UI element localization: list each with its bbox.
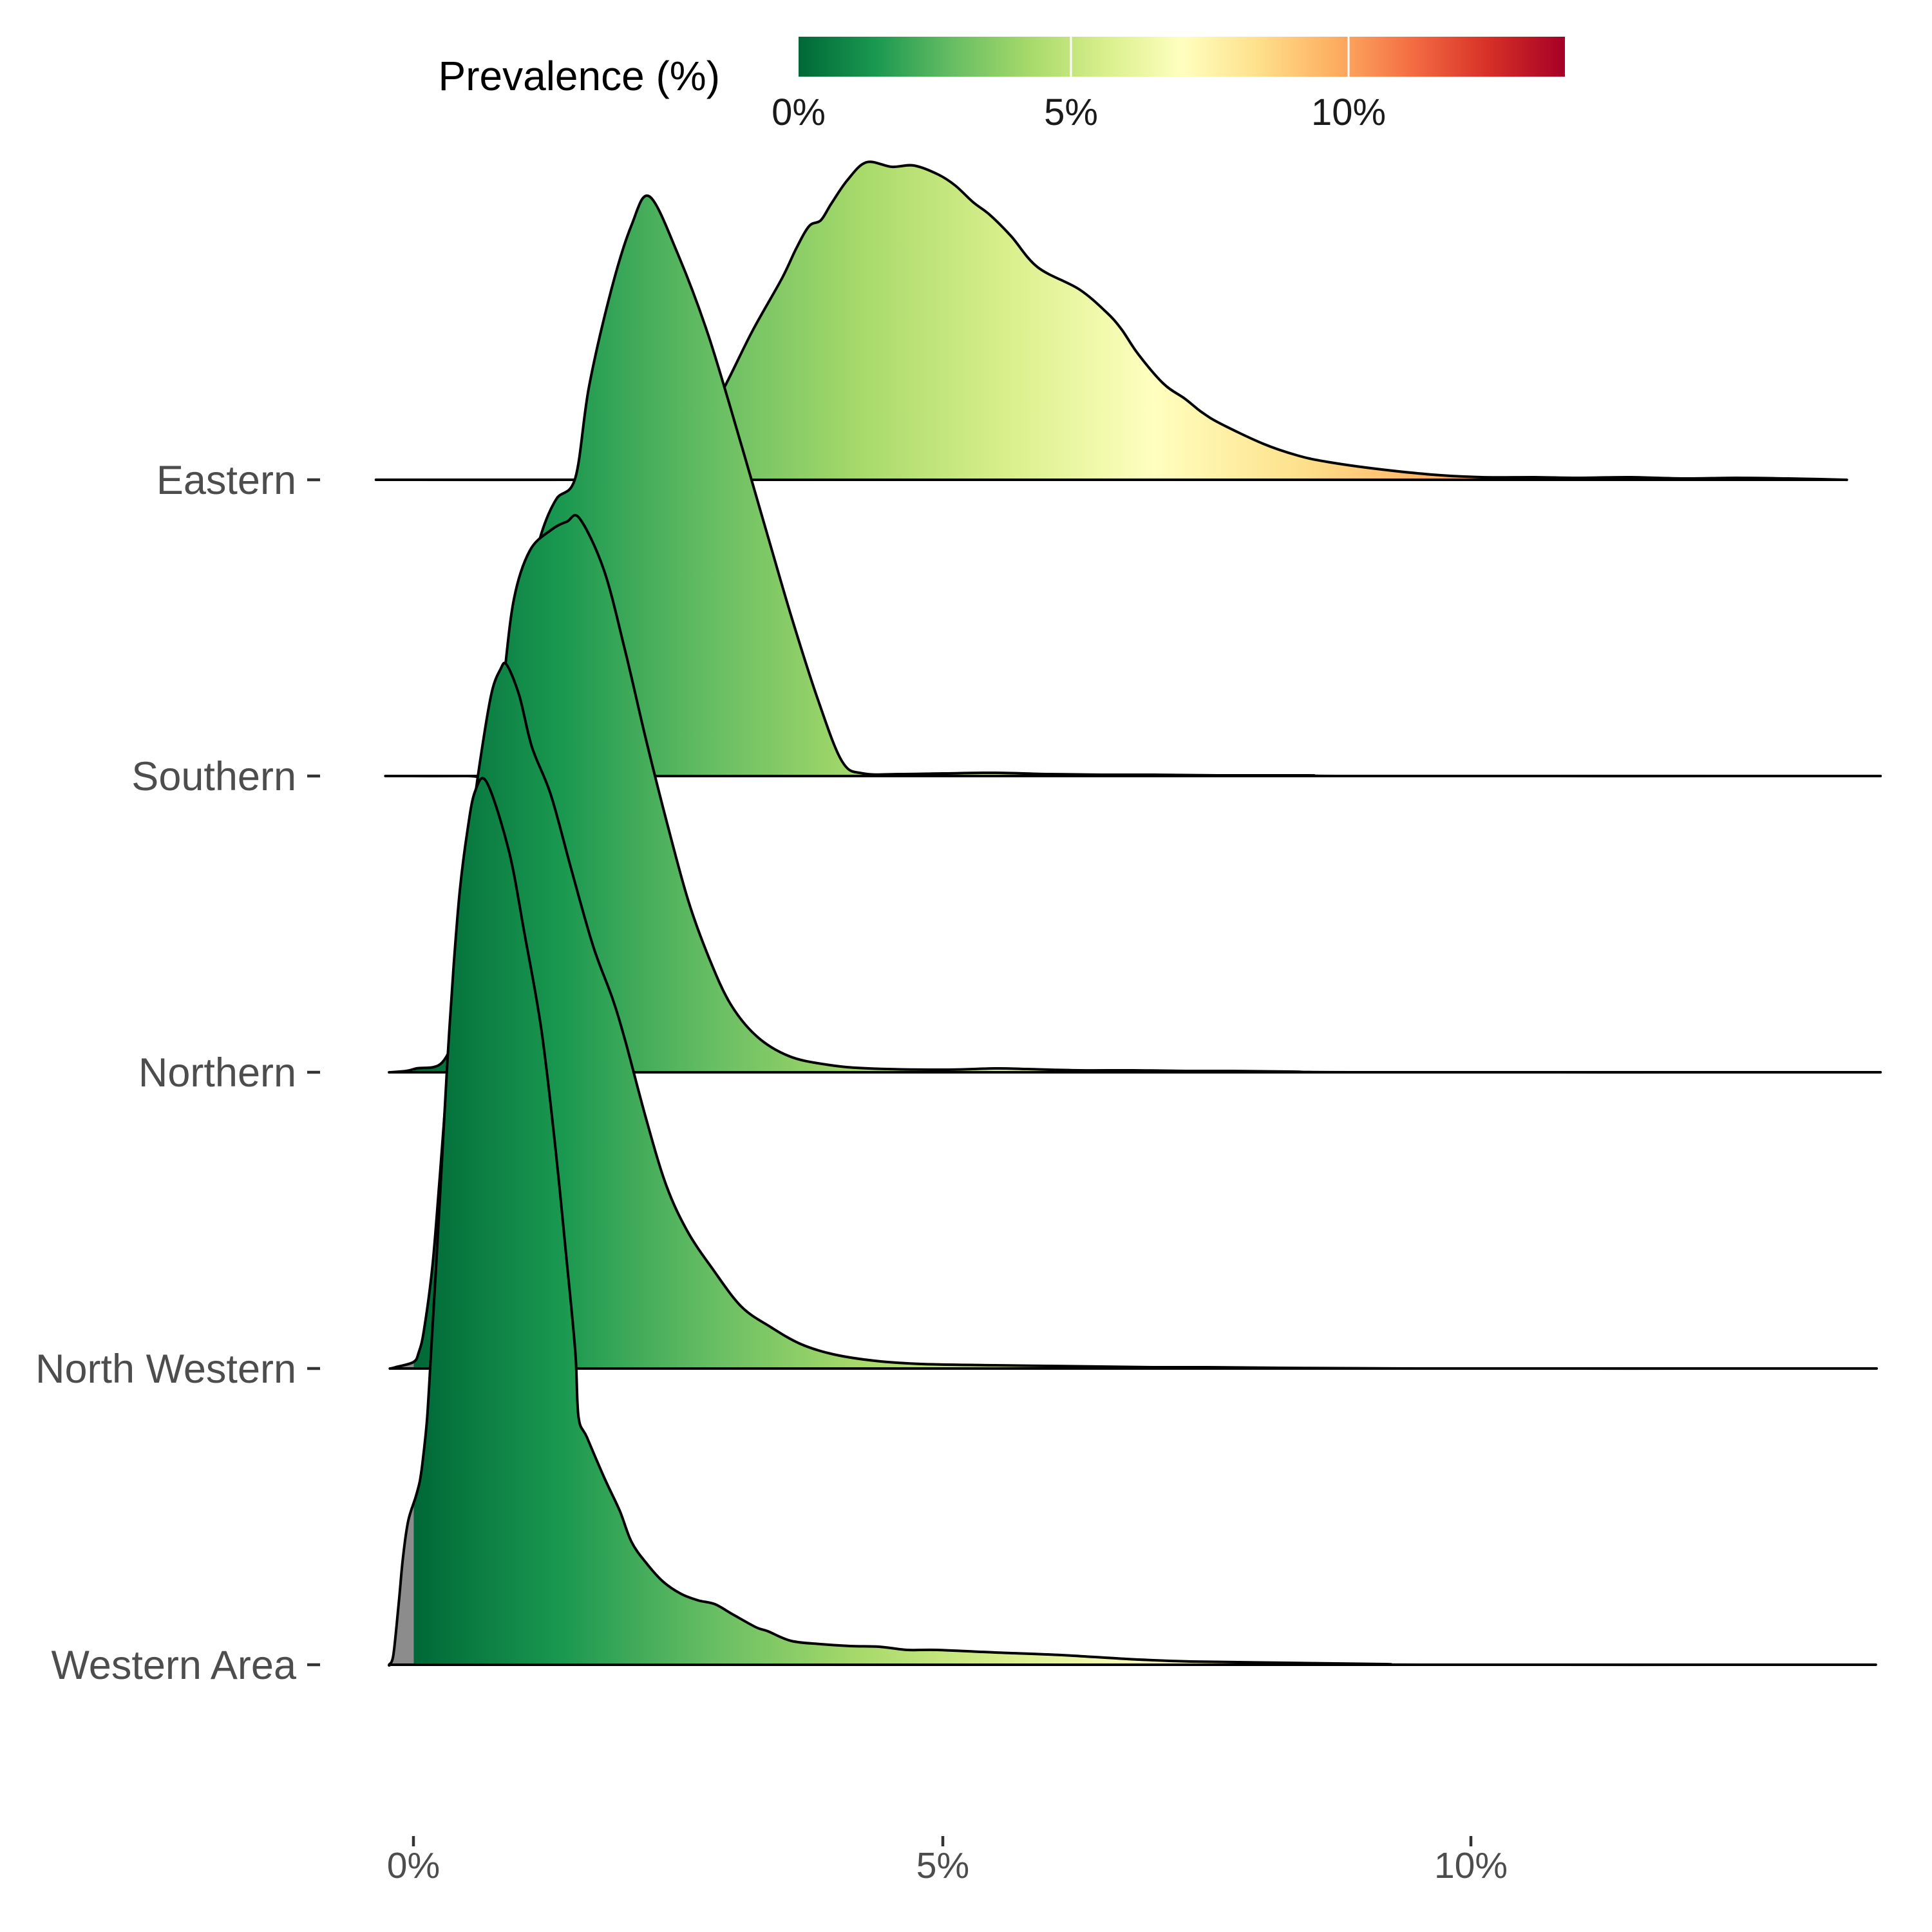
- colorbar-title: Prevalence (%): [439, 53, 721, 99]
- y-axis-label-north-western: North Western: [35, 1347, 296, 1392]
- y-axis-label-southern: Southern: [131, 754, 296, 799]
- ridge-northern: [388, 514, 1882, 1074]
- x-axis-label-5: 5%: [916, 1845, 969, 1886]
- x-axis-label-0: 0%: [387, 1845, 440, 1886]
- colorbar-legend: Prevalence (%) 0% 5% 10%: [439, 37, 1565, 133]
- y-axis: Eastern Southern Northern North Western West…: [35, 458, 320, 1688]
- y-axis-label-eastern: Eastern: [156, 458, 296, 503]
- y-axis-label-western-area: Western Area: [51, 1643, 296, 1688]
- colorbar-tick-label-5: 5%: [1044, 91, 1098, 133]
- y-axis-label-northern: Northern: [138, 1050, 296, 1095]
- colorbar-gradient-bar: [799, 37, 1565, 77]
- ridge-eastern: [374, 160, 1848, 482]
- x-axis-label-10: 10%: [1434, 1845, 1508, 1886]
- density-ridges: [374, 160, 1882, 1667]
- x-axis: 0% 5% 10%: [387, 1836, 1508, 1886]
- colorbar-tick-labels: 0% 5% 10%: [772, 91, 1386, 133]
- colorbar-tick-label-0: 0%: [772, 91, 826, 133]
- colorbar-ticks: [1070, 37, 1350, 77]
- colorbar-tick-label-10: 10%: [1311, 91, 1386, 133]
- ridge-western-area: [388, 777, 1877, 1667]
